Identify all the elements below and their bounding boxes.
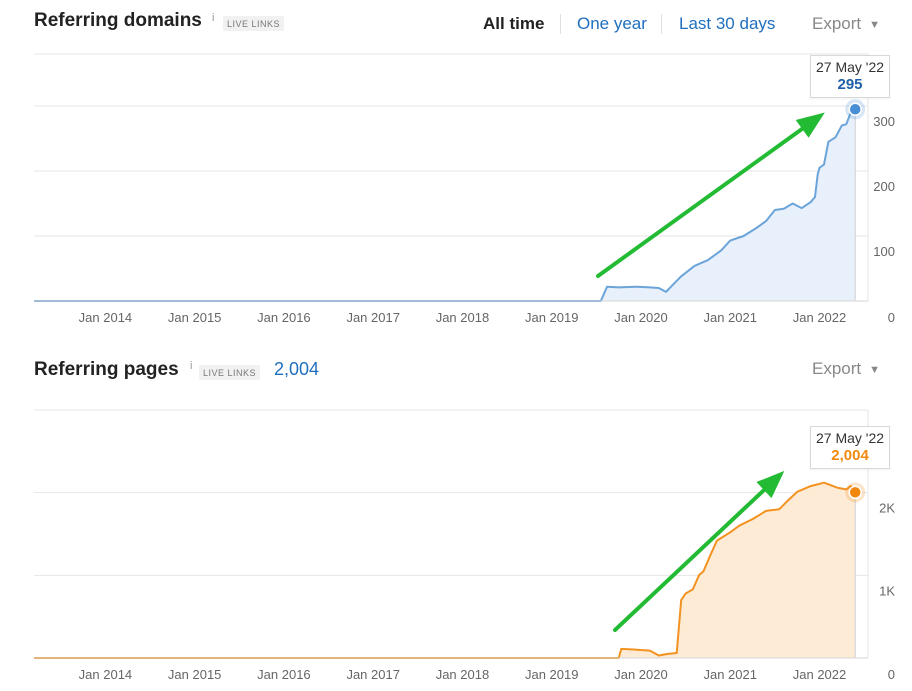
x-tick-label: Jan 2019 [525,667,579,682]
tab-divider [661,14,662,34]
x-tick-label: Jan 2022 [793,310,847,325]
info-icon[interactable]: i [190,360,193,372]
x-tick-label: Jan 2015 [168,667,222,682]
pages-tooltip: 27 May '22 2,004 [810,426,891,469]
y-tick-label: 100 [873,244,895,259]
x-tick-label: Jan 2016 [257,667,311,682]
live-links-badge: LIVE LINKS [199,365,261,380]
tab-all-time[interactable]: All time [483,14,545,33]
referring-domains-title: Referring domains [34,10,202,31]
series-area [34,482,856,658]
series-line [34,108,856,302]
export-button[interactable]: Export ▼ [812,359,880,379]
referring-pages-panel: Referring pages i LIVE LINKS 2,004 Expor… [0,350,912,691]
x-tick-label: Jan 2019 [525,310,579,325]
referring-pages-chart: Jan 2014 Jan 2015 Jan 2016 Jan 2017 Jan 2018… [34,409,895,682]
trend-arrow-shaft [613,473,782,632]
chevron-down-icon: ▼ [869,364,881,376]
live-links-badge: LIVE LINKS [223,16,285,31]
info-icon[interactable]: i [212,12,215,24]
x-tick-label: Jan 2015 [168,310,222,325]
y-tick-label: 0 [888,667,895,682]
trend-arrow-head [756,470,785,499]
y-tick-label: 200 [873,179,895,194]
x-tick-label: Jan 2017 [346,310,400,325]
x-tick-label: Jan 2020 [614,667,668,682]
trend-arrow-shaft [596,114,822,278]
tooltip-date: 27 May '22 [816,59,885,75]
x-tick-label: Jan 2014 [79,310,133,325]
export-button[interactable]: Export ▼ [812,14,880,34]
x-tick-label: Jan 2016 [257,310,311,325]
series-line [34,481,857,659]
tab-last-30-days[interactable]: Last 30 days [679,14,776,33]
export-label: Export [812,359,862,378]
x-tick-label: Jan 2018 [436,667,490,682]
tab-divider [560,14,561,34]
x-tick-label: Jan 2021 [703,667,757,682]
x-tick-label: Jan 2022 [793,667,847,682]
chevron-down-icon: ▼ [869,19,881,31]
x-tick-label: Jan 2021 [703,310,757,325]
y-tick-label: 0 [888,310,895,325]
x-tick-label: Jan 2014 [79,667,133,682]
series-area [34,109,856,301]
tab-one-year[interactable]: One year [577,14,647,33]
tooltip-value: 2,004 [831,447,869,464]
latest-point-marker [848,485,862,500]
trend-arrow-head [795,112,825,138]
x-tick-label: Jan 2017 [346,667,400,682]
domains-tooltip: 27 May '22 295 [810,55,891,98]
export-label: Export [812,14,862,33]
y-tick-label: 300 [873,114,895,129]
x-tick-label: Jan 2018 [436,310,490,325]
latest-point-marker [848,102,862,116]
referring-domains-panel: Referring domains i LIVE LINKS All time … [0,0,912,340]
x-tick-label: Jan 2020 [614,310,668,325]
referring-domains-chart: Jan 2014 Jan 2015 Jan 2016 Jan 2017 Jan 2018… [34,53,895,325]
tooltip-value: 295 [837,76,863,93]
y-tick-label: 2K [879,501,895,516]
tooltip-date: 27 May '22 [816,430,885,446]
y-tick-label: 1K [879,583,895,598]
referring-pages-total[interactable]: 2,004 [274,359,320,379]
referring-pages-title: Referring pages [34,359,179,380]
